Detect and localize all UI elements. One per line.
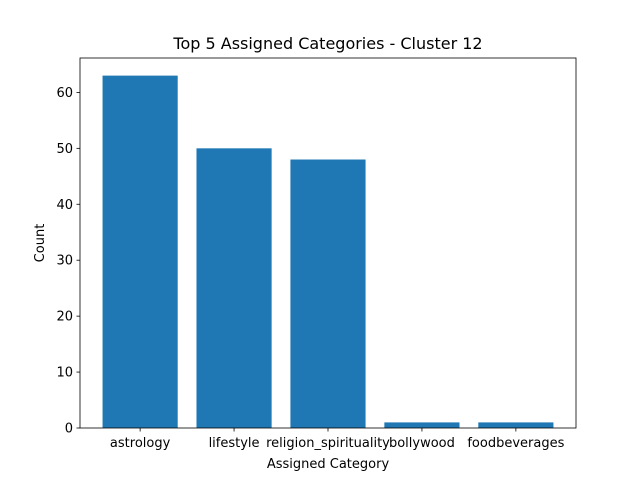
- bar-foodbeverages: [478, 422, 554, 428]
- y-tick-label-60: 60: [56, 86, 73, 101]
- chart-title: Top 5 Assigned Categories - Cluster 12: [172, 34, 482, 53]
- bar-astrology: [102, 75, 178, 429]
- y-axis-label: Count: [33, 224, 48, 263]
- y-tick-label-40: 40: [56, 198, 73, 213]
- x-tick-label-astrology: astrology: [110, 436, 171, 451]
- y-tick-label-20: 20: [56, 310, 73, 325]
- bar-religion_spirituality: [290, 159, 366, 428]
- y-tick-label-0: 0: [65, 422, 73, 437]
- y-tick-label-50: 50: [56, 142, 73, 157]
- plot-area: 0 10 20 30 40 50 60 astrology lifestyle religion_…: [56, 57, 577, 451]
- x-tick-label-lifestyle: lifestyle: [209, 436, 260, 451]
- bar-bollywood: [384, 422, 460, 428]
- y-tick-label-10: 10: [56, 366, 73, 381]
- y-tick-label-30: 30: [56, 254, 73, 269]
- x-axis-label: Assigned Category: [267, 457, 390, 472]
- x-tick-label-foodbeverages: foodbeverages: [467, 436, 564, 451]
- bar-lifestyle: [196, 148, 272, 428]
- x-tick-label-bollywood: bollywood: [389, 436, 455, 451]
- x-tick-label-religion_spirituality: religion_spirituality: [266, 436, 390, 451]
